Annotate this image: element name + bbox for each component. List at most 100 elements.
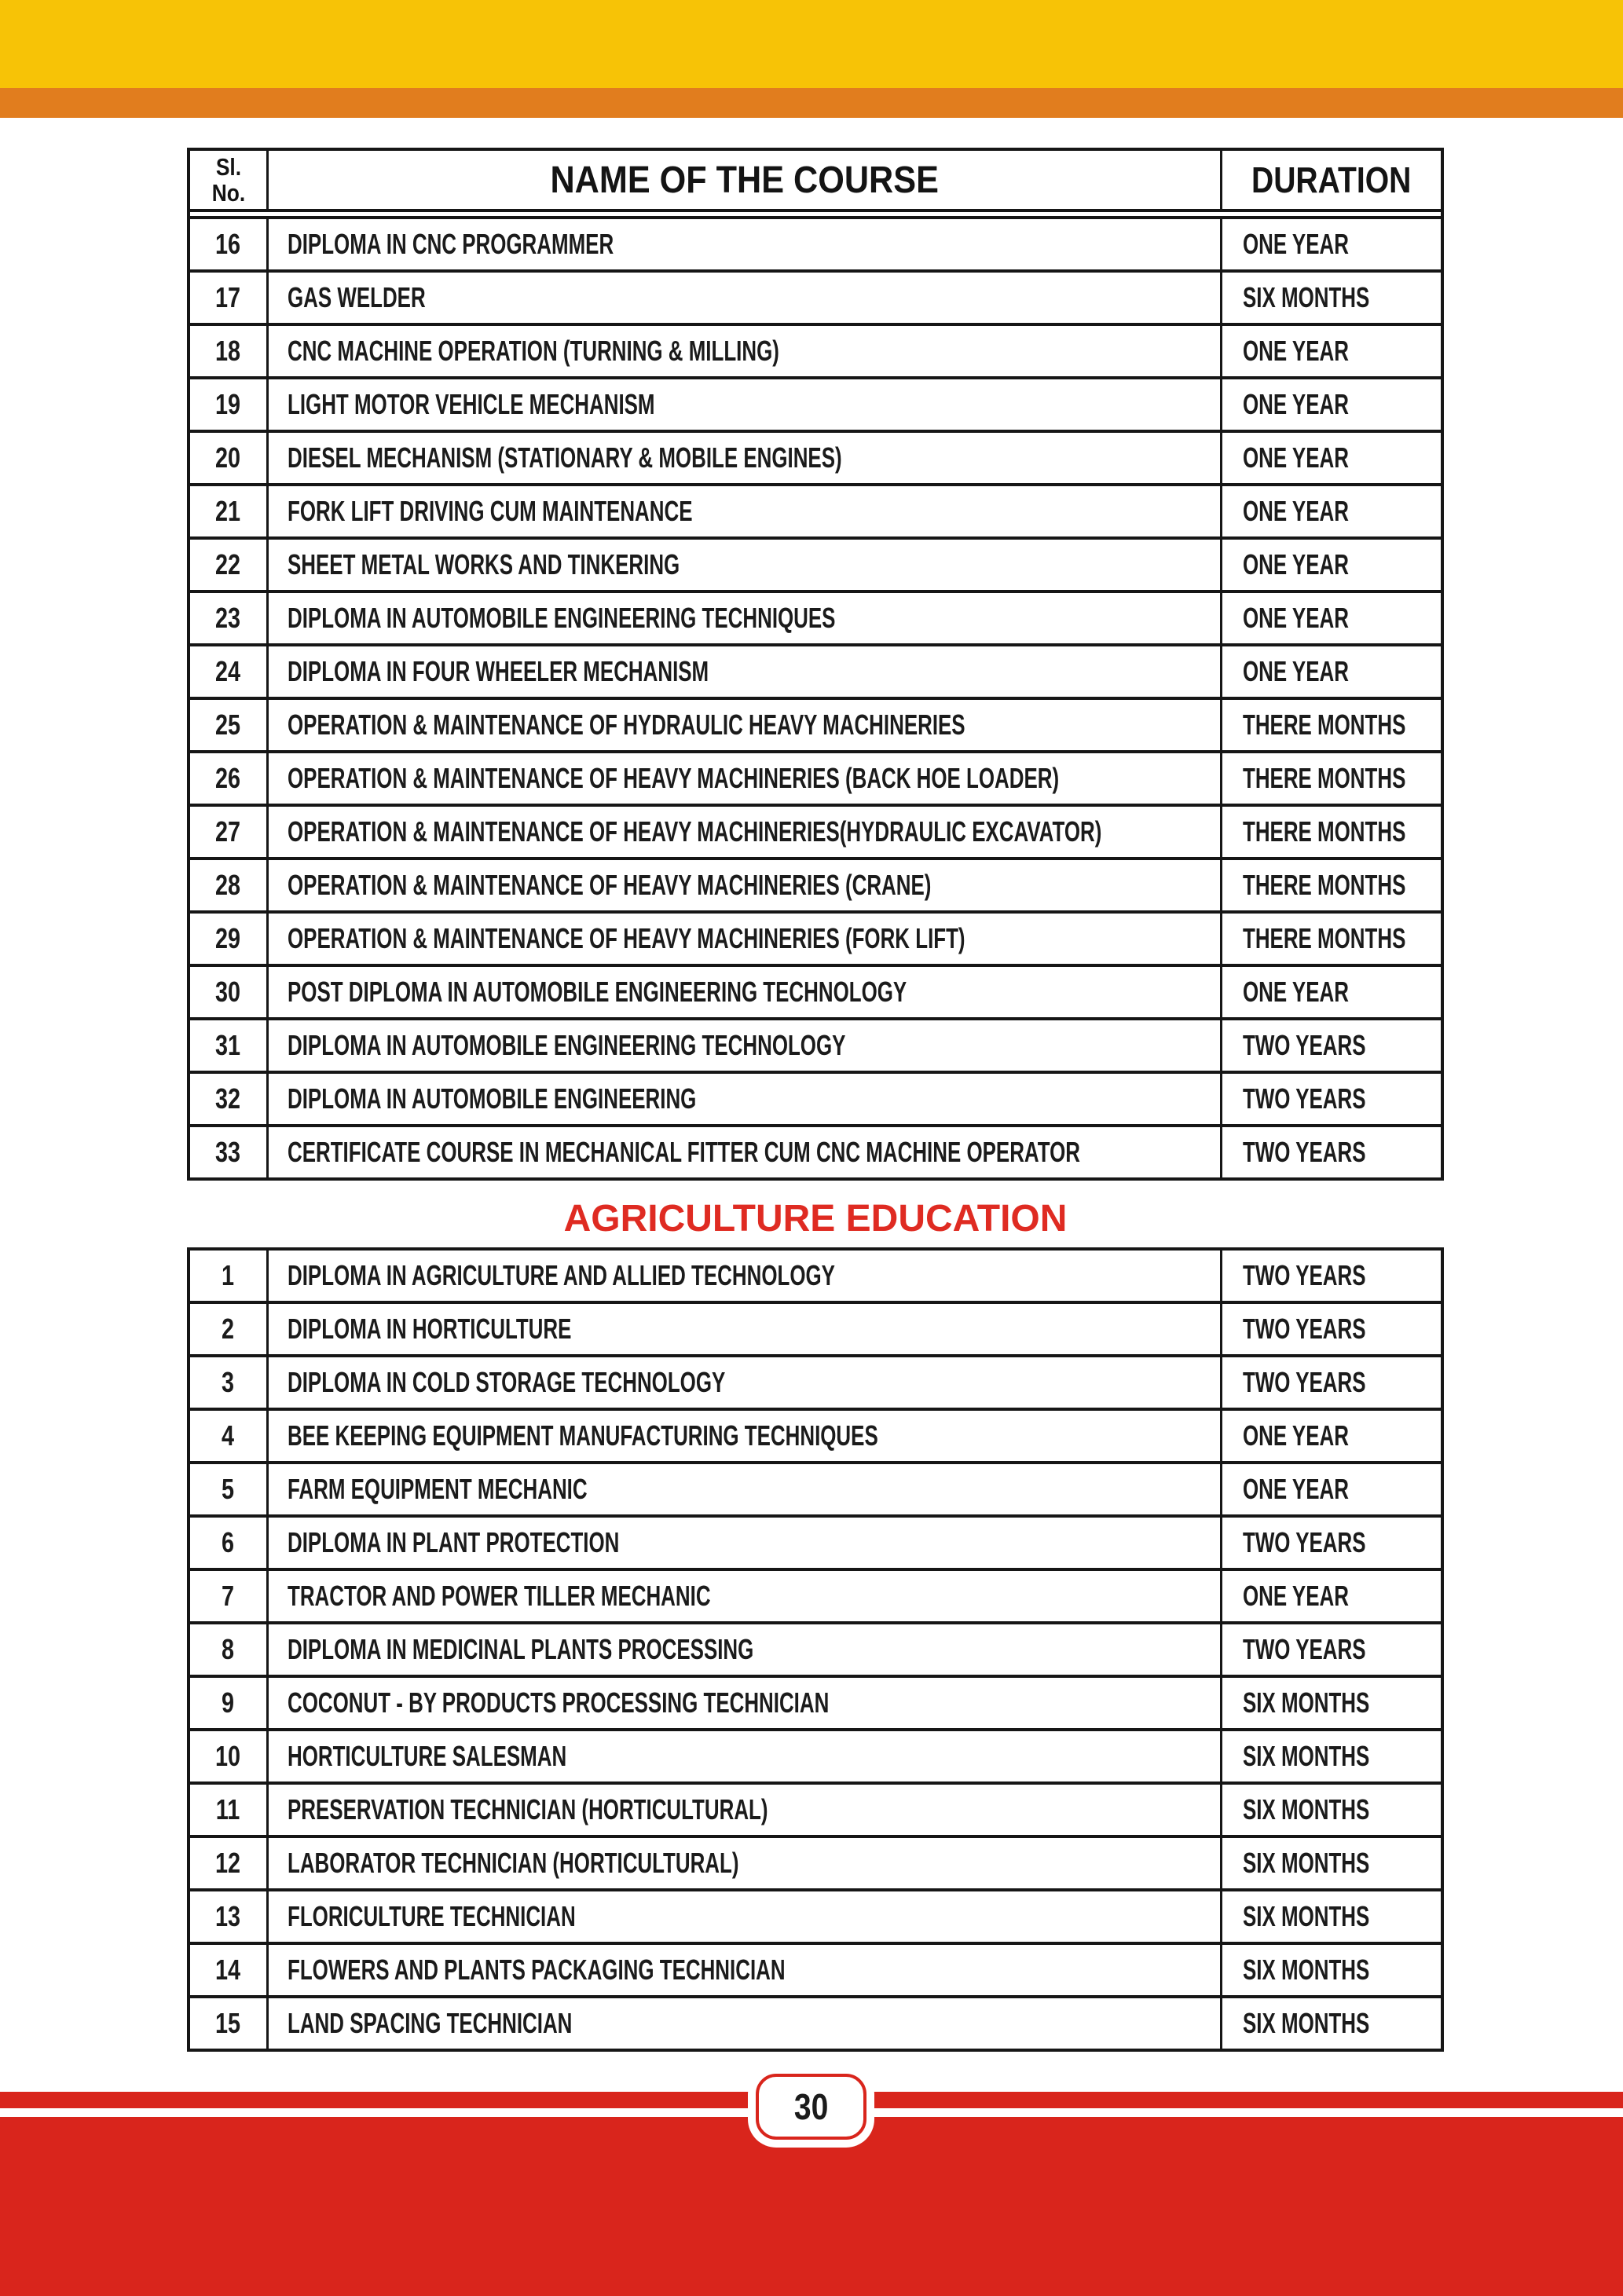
duration-value: THERE MONTHS [1243, 869, 1406, 901]
duration-value: THERE MONTHS [1243, 815, 1406, 848]
duration-value: ONE YEAR [1243, 1419, 1349, 1452]
table-row: 23 DIPLOMA IN AUTOMOBILE ENGINEERING TEC… [190, 590, 1441, 643]
duration-value: SIX MONTHS [1243, 1847, 1370, 1879]
duration-value: ONE YEAR [1243, 495, 1349, 527]
table-row: 8 DIPLOMA IN MEDICINAL PLANTS PROCESSING… [190, 1621, 1441, 1675]
header-band-yellow [0, 0, 1623, 88]
course-name-value: OPERATION & MAINTENANCE OF HEAVY MACHINE… [288, 922, 965, 954]
duration-cell: ONE YEAR [1220, 1571, 1441, 1621]
page-number-badge: 30 [756, 2074, 866, 2140]
sl-no-value: 14 [215, 1954, 241, 1986]
course-name-cell: OPERATION & MAINTENANCE OF HYDRAULIC HEA… [269, 700, 1220, 750]
duration-cell: THERE MONTHS [1220, 753, 1469, 804]
course-name-value: BEE KEEPING EQUIPMENT MANUFACTURING TECH… [288, 1419, 878, 1452]
course-name-cell: DIPLOMA IN AGRICULTURE AND ALLIED TECHNO… [269, 1251, 1220, 1301]
table-row: 18 CNC MACHINE OPERATION (TURNING & MILL… [190, 323, 1441, 376]
sl-no-value: 29 [215, 922, 241, 954]
table-row: 9 COCONUT - BY PRODUCTS PROCESSING TECHN… [190, 1675, 1441, 1728]
duration-cell: ONE YEAR [1220, 1411, 1441, 1461]
sl-no-value: 31 [215, 1029, 241, 1061]
course-name-cell: OPERATION & MAINTENANCE OF HEAVY MACHINE… [269, 914, 1220, 964]
course-name-value: DIESEL MECHANISM (STATIONARY & MOBILE EN… [288, 441, 842, 474]
sl-no-value: 18 [215, 335, 241, 367]
sl-no-value: 10 [215, 1740, 241, 1772]
course-name-value: LAND SPACING TECHNICIAN [288, 2007, 573, 2039]
duration-cell: TWO YEARS [1220, 1127, 1441, 1177]
course-name-value: LABORATOR TECHNICIAN (HORTICULTURAL) [288, 1847, 739, 1879]
sl-no-value: 11 [216, 1793, 240, 1825]
sl-no-value: 23 [215, 602, 241, 634]
duration-value: SIX MONTHS [1243, 1900, 1370, 1932]
table-row: 21 FORK LIFT DRIVING CUM MAINTENANCE ONE… [190, 483, 1441, 536]
course-name-cell: HORTICULTURE SALESMAN [269, 1731, 1220, 1782]
table-row: 24 DIPLOMA IN FOUR WHEELER MECHANISM ONE… [190, 643, 1441, 697]
sl-no-cell: 13 [190, 1891, 269, 1942]
sl-no-cell: 23 [190, 593, 269, 643]
course-name-value: DIPLOMA IN COLD STORAGE TECHNOLOGY [288, 1366, 726, 1398]
course-name-cell: LAND SPACING TECHNICIAN [269, 1998, 1220, 2049]
duration-cell: ONE YEAR [1220, 967, 1441, 1017]
sl-no-cell: 22 [190, 540, 269, 590]
header-course-name-cell: NAME OF THE COURSE [269, 151, 1220, 209]
duration-cell: TWO YEARS [1220, 1020, 1441, 1071]
sl-no-value: 8 [222, 1633, 235, 1665]
sl-no-cell: 30 [190, 967, 269, 1017]
sl-no-value: 25 [215, 709, 241, 741]
sl-no-value: 1 [222, 1259, 235, 1291]
duration-cell: TWO YEARS [1220, 1518, 1441, 1568]
duration-cell: ONE YEAR [1220, 540, 1441, 590]
sl-no-cell: 19 [190, 379, 269, 430]
course-name-value: DIPLOMA IN CNC PROGRAMMER [288, 228, 614, 260]
course-name-value: OPERATION & MAINTENANCE OF HYDRAULIC HEA… [288, 709, 965, 741]
duration-value: THERE MONTHS [1243, 709, 1406, 741]
course-name-value: DIPLOMA IN HORTICULTURE [288, 1313, 572, 1345]
duration-cell: ONE YEAR [1220, 1464, 1441, 1514]
header-double-rule-gap [190, 212, 1441, 216]
course-name-cell: DIPLOMA IN CNC PROGRAMMER [269, 219, 1220, 269]
sl-no-cell: 14 [190, 1945, 269, 1995]
duration-cell: TWO YEARS [1220, 1304, 1441, 1354]
duration-value: SIX MONTHS [1243, 281, 1370, 313]
course-name-value: FLOWERS AND PLANTS PACKAGING TECHNICIAN [288, 1954, 786, 1986]
table-row: 11 PRESERVATION TECHNICIAN (HORTICULTURA… [190, 1782, 1441, 1835]
course-name-value: POST DIPLOMA IN AUTOMOBILE ENGINEERING T… [288, 976, 907, 1008]
course-name-value: SHEET METAL WORKS AND TINKERING [288, 548, 680, 580]
duration-value: SIX MONTHS [1243, 1686, 1370, 1719]
technical-course-rows: 16 DIPLOMA IN CNC PROGRAMMER ONE YEAR 17 [190, 216, 1441, 1177]
sl-no-cell: 27 [190, 807, 269, 857]
sl-no-value: 4 [222, 1419, 235, 1452]
duration-cell: THERE MONTHS [1220, 807, 1469, 857]
sl-no-value: 7 [222, 1580, 235, 1612]
sl-no-cell: 3 [190, 1357, 269, 1408]
duration-cell: ONE YEAR [1220, 646, 1441, 697]
duration-value: ONE YEAR [1243, 335, 1349, 367]
sl-no-value: 6 [222, 1526, 235, 1558]
table-row: 20 DIESEL MECHANISM (STATIONARY & MOBILE… [190, 430, 1441, 483]
course-name-value: GAS WELDER [288, 281, 426, 313]
course-name-cell: OPERATION & MAINTENANCE OF HEAVY MACHINE… [269, 753, 1220, 804]
duration-value: SIX MONTHS [1243, 2007, 1370, 2039]
course-name-cell: DIPLOMA IN AUTOMOBILE ENGINEERING TECHNO… [269, 1020, 1220, 1071]
course-name-cell: COCONUT - BY PRODUCTS PROCESSING TECHNIC… [269, 1678, 1220, 1728]
duration-value: SIX MONTHS [1243, 1954, 1370, 1986]
duration-value: ONE YEAR [1243, 655, 1349, 687]
sl-no-value: 15 [215, 2007, 241, 2039]
course-name-header-label: NAME OF THE COURSE [550, 159, 939, 201]
duration-cell: ONE YEAR [1220, 433, 1441, 483]
table-row: 4 BEE KEEPING EQUIPMENT MANUFACTURING TE… [190, 1408, 1441, 1461]
duration-cell: TWO YEARS [1220, 1251, 1441, 1301]
sl-no-value: 22 [215, 548, 241, 580]
duration-value: ONE YEAR [1243, 228, 1349, 260]
duration-cell: THERE MONTHS [1220, 914, 1469, 964]
sl-no-cell: 32 [190, 1074, 269, 1124]
duration-cell: THERE MONTHS [1220, 860, 1469, 910]
course-name-cell: FORK LIFT DRIVING CUM MAINTENANCE [269, 486, 1220, 536]
table-header-row: Sl. No. NAME OF THE COURSE DURATION [190, 151, 1441, 212]
sl-no-cell: 21 [190, 486, 269, 536]
course-name-value: CNC MACHINE OPERATION (TURNING & MILLING… [288, 335, 779, 367]
course-name-cell: DIPLOMA IN MEDICINAL PLANTS PROCESSING [269, 1624, 1220, 1675]
sl-no-cell: 1 [190, 1251, 269, 1301]
sl-header-line2: No. [211, 179, 245, 207]
table-row: 2 DIPLOMA IN HORTICULTURE TWO YEARS [190, 1301, 1441, 1354]
course-name-value: DIPLOMA IN AGRICULTURE AND ALLIED TECHNO… [288, 1259, 835, 1291]
